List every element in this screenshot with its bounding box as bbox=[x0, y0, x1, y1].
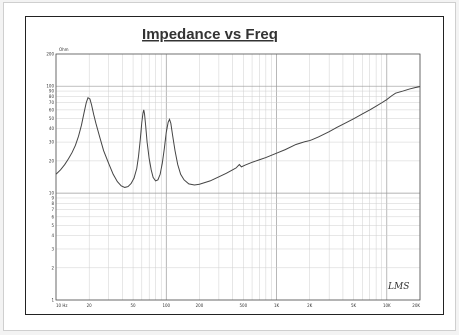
y-tick-label: 2 bbox=[51, 265, 54, 270]
x-tick-label: 1K bbox=[274, 303, 280, 308]
y-tick-label: 30 bbox=[49, 140, 55, 145]
y-tick-label: 9 bbox=[51, 195, 54, 200]
x-tick-labels: 10 Hz 20 50 100 200 500 1K 2K 5K 10K 20K bbox=[56, 303, 420, 308]
x-tick-label: 10 Hz bbox=[56, 303, 67, 308]
y-tick-label: 50 bbox=[49, 116, 55, 121]
x-tick-label: 50 bbox=[131, 303, 137, 308]
y-tick-label: 10 bbox=[49, 191, 55, 196]
chart-card: Impedance vs Freq 200 100 90 80 70 60 50 40 30 20… bbox=[3, 2, 456, 331]
x-tick-label: 5K bbox=[351, 303, 357, 308]
y-tick-label: 40 bbox=[49, 126, 55, 131]
y-tick-label: 60 bbox=[49, 107, 55, 112]
y-tick-label: 3 bbox=[51, 246, 54, 251]
y-tick-label: 4 bbox=[51, 233, 54, 238]
y-tick-label: 90 bbox=[49, 89, 55, 94]
impedance-curve bbox=[55, 86, 421, 188]
watermark-logo: LMS bbox=[387, 282, 409, 292]
y-tick-label: 5 bbox=[51, 223, 54, 228]
x-tick-label: 2K bbox=[307, 303, 313, 308]
x-tick-label: 100 bbox=[162, 303, 170, 308]
y-tick-label: 1 bbox=[51, 298, 54, 303]
plot-area-border bbox=[55, 53, 421, 301]
y-tick-label: 200 bbox=[46, 52, 54, 57]
y-tick-label: 80 bbox=[49, 94, 55, 99]
x-tick-label: 500 bbox=[240, 303, 248, 308]
x-tick-label: 10K bbox=[383, 303, 391, 308]
chart-title: Impedance vs Freq bbox=[142, 26, 278, 43]
impedance-chart: Impedance vs Freq 2001009080706050403020… bbox=[46, 26, 421, 308]
y-tick-label: 70 bbox=[49, 100, 55, 105]
y-unit-label: Ohm bbox=[59, 47, 69, 52]
y-tick-label: 7 bbox=[51, 207, 54, 212]
x-tick-label: 200 bbox=[196, 303, 204, 308]
chart-grid bbox=[55, 53, 421, 301]
y-tick-label: 8 bbox=[51, 201, 54, 206]
y-tick-label: 100 bbox=[46, 84, 54, 89]
chart-frame: Impedance vs Freq 200 100 90 80 70 60 50 40 30 20… bbox=[25, 16, 444, 315]
y-tick-label: 20 bbox=[49, 158, 55, 163]
y-tick-label: 6 bbox=[51, 214, 54, 219]
x-tick-label: 20K bbox=[412, 303, 420, 308]
x-tick-label: 20 bbox=[87, 303, 93, 308]
